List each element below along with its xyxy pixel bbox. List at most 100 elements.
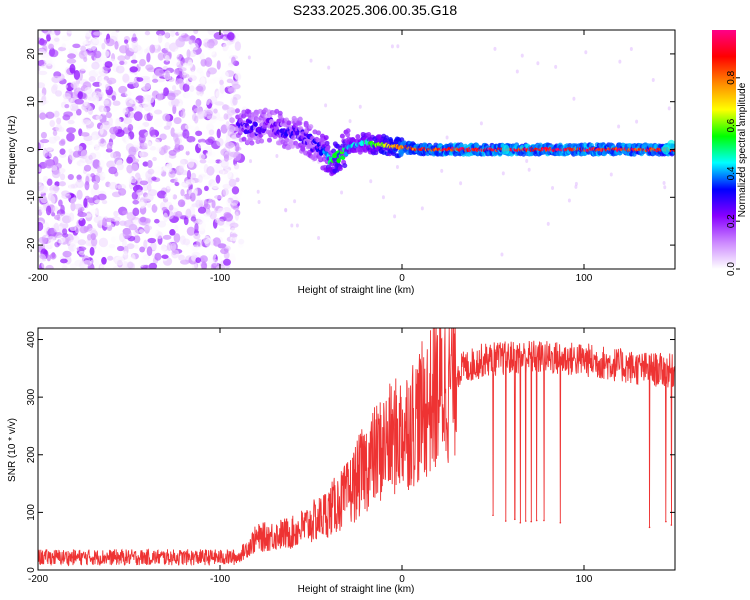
y-tick-label: 400	[26, 331, 37, 348]
noise-cell	[567, 198, 571, 203]
noise-cell	[133, 111, 143, 122]
noise-cell	[114, 220, 120, 226]
noise-cell	[186, 135, 196, 143]
noise-cell	[161, 145, 171, 151]
noise-cell	[173, 233, 181, 243]
snr-dropout-point	[504, 520, 507, 522]
noise-cell	[166, 242, 172, 252]
noise-cell	[52, 130, 58, 136]
noise-cell	[174, 129, 184, 135]
noise-cell	[73, 70, 80, 80]
noise-cell	[204, 109, 214, 118]
noise-cell	[147, 159, 153, 169]
y-tick-label: 100	[26, 504, 37, 521]
snr-dropout-point	[535, 519, 538, 522]
noise-cell	[186, 226, 196, 236]
noise-cell	[129, 30, 138, 38]
noise-cell	[209, 48, 216, 56]
noise-cell	[178, 144, 184, 151]
noise-cell	[141, 81, 151, 91]
noise-cell	[49, 119, 56, 128]
noise-cell	[86, 233, 92, 241]
ridge-halo	[245, 108, 251, 114]
noise-cell	[133, 229, 139, 236]
noise-cell	[172, 104, 177, 115]
noise-cell	[139, 180, 149, 186]
noise-cell	[118, 85, 128, 94]
noise-cell	[609, 172, 613, 177]
noise-cell	[82, 260, 92, 267]
ridge-halo	[289, 143, 295, 149]
noise-cell	[222, 183, 232, 189]
noise-cell	[38, 39, 47, 46]
noise-cell	[58, 199, 63, 207]
y-tick-label: 10	[26, 96, 37, 108]
noise-cell	[149, 126, 155, 137]
noise-cell	[178, 165, 184, 173]
noise-cell	[222, 43, 229, 51]
noise-cell	[185, 208, 192, 219]
noise-cell	[182, 83, 190, 93]
colorbar-tick-label: 0.8	[726, 70, 737, 84]
noise-cell	[214, 195, 223, 200]
noise-cell	[145, 64, 154, 71]
noise-cell	[45, 146, 54, 151]
noise-cell	[132, 207, 140, 217]
ridge-halo	[337, 166, 343, 172]
noise-cell	[198, 221, 207, 232]
noise-cell	[52, 186, 60, 191]
snr-dropout-point	[514, 518, 516, 521]
noise-cell	[156, 78, 166, 83]
noise-cell	[295, 223, 299, 228]
noise-cell	[629, 47, 633, 52]
noise-cell	[59, 173, 66, 181]
x-tick-label: -200	[28, 273, 48, 284]
noise-cell	[68, 212, 75, 222]
snr-frame	[37, 327, 676, 571]
noise-cell	[390, 44, 394, 49]
noise-cell	[128, 146, 137, 157]
noise-cell	[156, 92, 163, 101]
ridge-halo	[286, 120, 292, 126]
noise-cell	[536, 61, 540, 66]
noise-cell	[47, 239, 54, 249]
noise-cell	[234, 41, 242, 52]
noise-cell	[48, 43, 55, 50]
noise-cell	[187, 59, 193, 69]
ridge-halo	[325, 146, 331, 152]
ridge-halo	[373, 150, 379, 156]
noise-cell	[217, 207, 226, 216]
noise-cell	[55, 123, 62, 133]
snr-series-line	[38, 328, 675, 567]
noise-cell	[130, 253, 136, 264]
y-tick-label: 200	[26, 446, 37, 463]
noise-cell	[60, 258, 68, 264]
noise-cell	[340, 190, 344, 195]
noise-cell	[174, 137, 180, 147]
noise-cell	[162, 113, 171, 122]
snr-dropout-point	[492, 514, 494, 517]
noise-cell	[123, 219, 134, 228]
noise-cell	[221, 70, 229, 80]
noise-cell	[127, 111, 135, 119]
noise-cell	[175, 211, 183, 218]
noise-cell	[69, 263, 78, 269]
noise-cell	[38, 184, 47, 195]
noise-cell	[228, 87, 236, 94]
noise-cell	[104, 61, 113, 68]
noise-cell	[186, 49, 191, 59]
noise-cell	[87, 96, 97, 102]
noise-cell	[174, 181, 180, 187]
noise-cell	[207, 30, 216, 36]
noise-cell	[213, 31, 224, 40]
noise-cell	[166, 183, 172, 190]
noise-cell	[348, 119, 352, 124]
noise-cell	[122, 73, 130, 83]
noise-cell	[317, 235, 321, 240]
noise-cell	[225, 65, 234, 70]
ridge-cell	[253, 121, 258, 127]
noise-cell	[190, 172, 197, 180]
noise-cell	[164, 192, 174, 200]
noise-cell	[141, 142, 148, 149]
